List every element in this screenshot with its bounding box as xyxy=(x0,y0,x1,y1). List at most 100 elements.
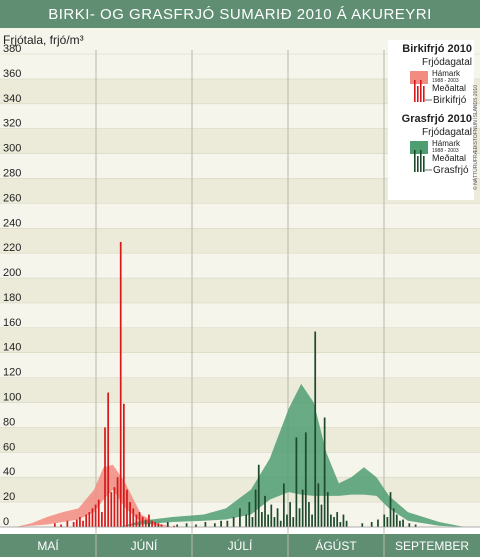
bar xyxy=(154,522,157,527)
bar xyxy=(414,524,417,527)
bar xyxy=(88,512,91,527)
legend-bar xyxy=(420,80,422,102)
bar xyxy=(166,522,169,527)
y-tick-label: 20 xyxy=(3,491,15,503)
y-tick-label: 380 xyxy=(3,43,21,55)
bar xyxy=(267,514,270,527)
bar xyxy=(273,517,276,527)
legend-bar xyxy=(414,150,416,172)
bar xyxy=(317,483,320,527)
bar xyxy=(402,519,404,527)
y-tick-label: 120 xyxy=(3,367,21,379)
legend-period: 1988 - 2003 xyxy=(432,78,459,84)
bar xyxy=(270,504,273,527)
bar xyxy=(213,523,216,527)
legend-bar xyxy=(414,80,416,102)
grid-band xyxy=(0,452,480,478)
bar xyxy=(383,514,386,527)
y-tick-label: 340 xyxy=(3,93,21,105)
bar xyxy=(261,512,263,527)
bar xyxy=(386,517,389,527)
x-tick-label: MAÍ xyxy=(37,538,59,553)
bar xyxy=(392,508,395,527)
y-tick-label: 0 xyxy=(3,516,9,528)
grid-band xyxy=(0,203,480,229)
bar xyxy=(336,512,339,527)
y-tick-label: 280 xyxy=(3,167,21,179)
y-tick-label: 40 xyxy=(3,466,15,478)
bar xyxy=(264,495,266,527)
bar xyxy=(395,514,398,527)
bar xyxy=(129,502,131,527)
bar xyxy=(151,520,153,527)
x-tick-label: JÚLÍ xyxy=(228,538,253,553)
bar xyxy=(370,522,373,527)
bar xyxy=(204,522,207,527)
bar xyxy=(185,523,188,527)
x-tick-label: ÁGÚST xyxy=(315,538,357,553)
bar xyxy=(66,520,69,527)
bar xyxy=(101,512,103,527)
bar xyxy=(389,492,392,527)
bar xyxy=(107,392,110,527)
legend-bar xyxy=(420,150,422,172)
bar xyxy=(308,502,310,527)
bar xyxy=(72,522,75,527)
y-tick-label: 160 xyxy=(3,317,21,329)
legend-max: Hámark xyxy=(432,69,461,78)
bar xyxy=(251,517,254,527)
bar xyxy=(220,520,222,527)
bar xyxy=(320,504,323,527)
x-tick-label: JÚNÍ xyxy=(131,538,158,553)
bar xyxy=(295,437,298,527)
bar xyxy=(104,427,106,527)
bar xyxy=(339,522,342,527)
grid-band xyxy=(0,327,480,353)
bar xyxy=(226,520,229,527)
credit: © NÁTTÚRUFRÆÐISTOFNUN ÍSLANDS 2010 xyxy=(472,85,479,190)
bar xyxy=(157,523,160,527)
bar xyxy=(119,241,122,527)
bar xyxy=(377,519,379,527)
bar xyxy=(289,502,291,527)
bar xyxy=(82,520,84,527)
bar xyxy=(75,519,78,527)
y-tick-label: 200 xyxy=(3,267,21,279)
bar xyxy=(122,403,125,527)
bar xyxy=(323,417,326,527)
bar xyxy=(91,508,94,527)
bar xyxy=(110,492,113,527)
bar xyxy=(141,517,144,527)
y-tick-label: 180 xyxy=(3,292,21,304)
legend-subtitle: Frjódagatal xyxy=(422,57,472,68)
chart-title: BIRKI- OG GRASFRJÓ SUMARIÐ 2010 Á AKUREY… xyxy=(48,6,432,23)
y-tick-label: 260 xyxy=(3,192,21,204)
bar xyxy=(176,524,179,527)
bar xyxy=(254,489,257,527)
bar xyxy=(311,514,313,527)
y-tick-label: 240 xyxy=(3,217,21,229)
bar xyxy=(60,524,62,527)
grid-band xyxy=(0,302,480,328)
bar xyxy=(97,499,100,527)
legend-swatch xyxy=(410,71,428,84)
bar xyxy=(326,492,329,527)
bar xyxy=(330,514,332,527)
y-tick-label: 100 xyxy=(3,392,21,404)
bar xyxy=(333,517,335,527)
bar xyxy=(138,512,141,527)
bar xyxy=(301,489,304,527)
bar xyxy=(239,508,241,527)
legend-bar xyxy=(423,156,425,172)
grid-band xyxy=(0,228,480,254)
bar xyxy=(345,520,348,527)
x-axis-bar xyxy=(0,534,480,557)
bar xyxy=(116,477,119,527)
bar xyxy=(276,508,279,527)
grid-band xyxy=(0,402,480,428)
bar xyxy=(113,487,116,527)
bar xyxy=(85,514,88,527)
y-tick-label: 320 xyxy=(3,118,21,130)
grid-band xyxy=(0,377,480,403)
